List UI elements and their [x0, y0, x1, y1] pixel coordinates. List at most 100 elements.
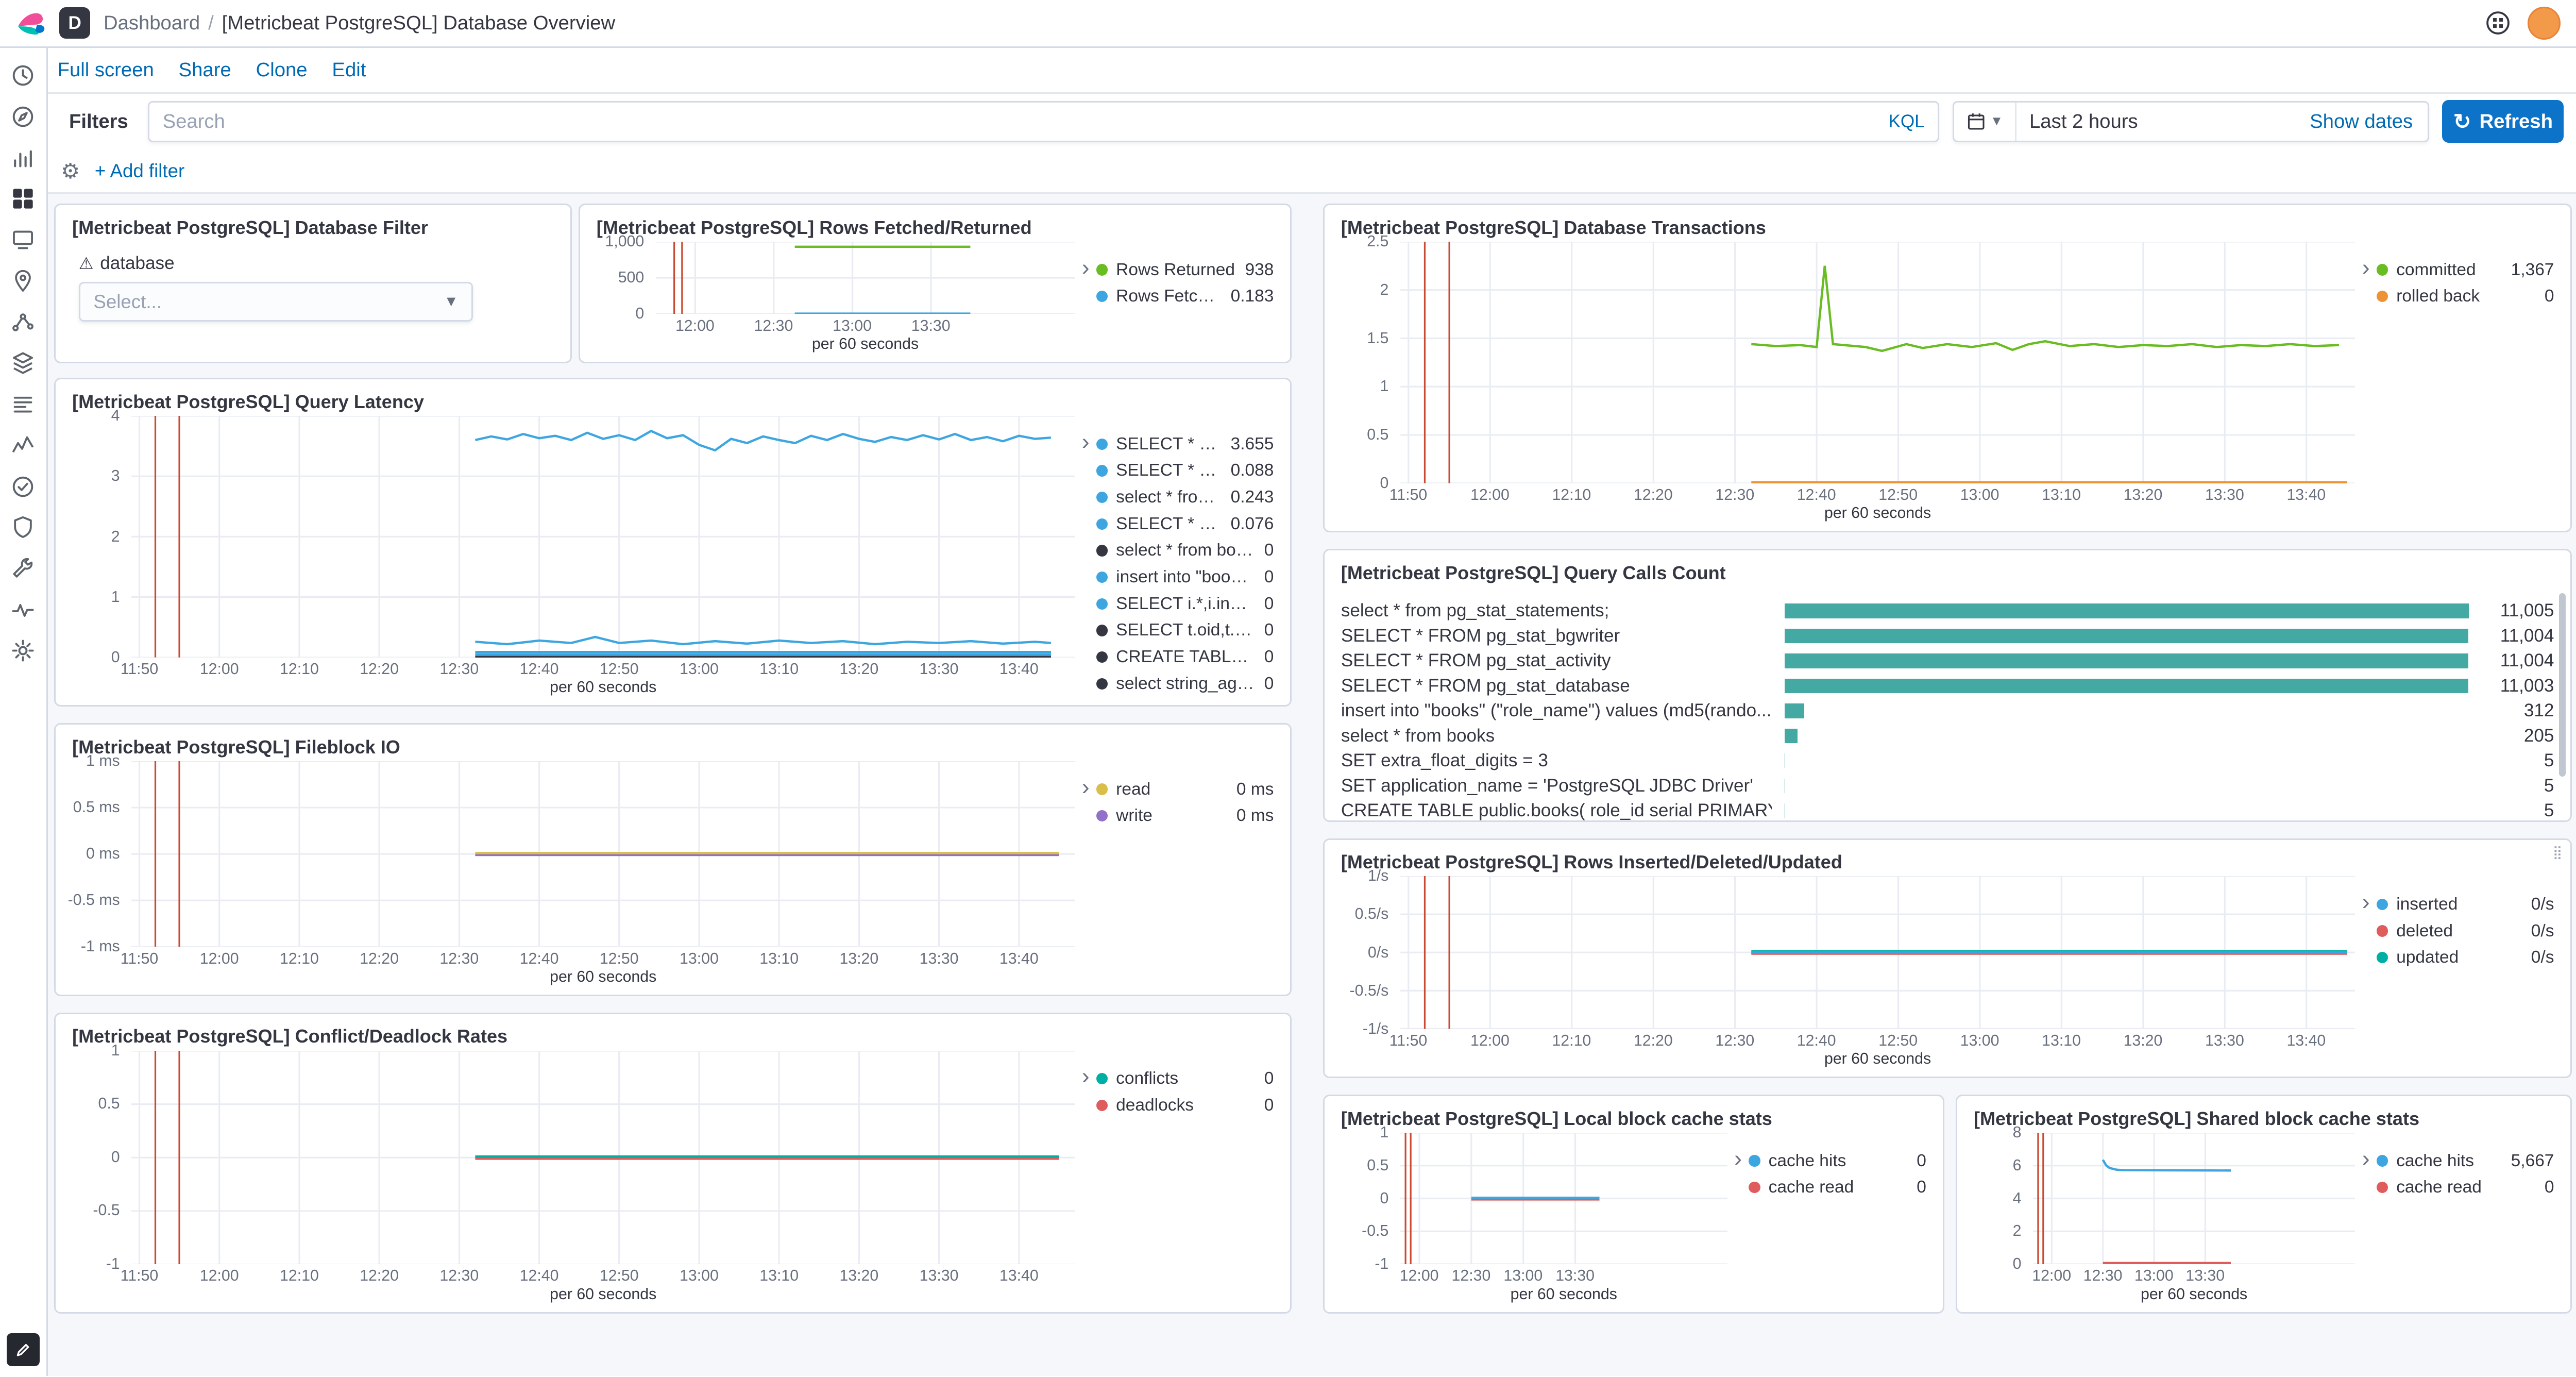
legend-item[interactable]: updated 0/s	[2376, 944, 2554, 971]
dock-navigation-icon[interactable]	[6, 1333, 40, 1366]
filter-settings-gear-icon[interactable]: ⚙	[61, 158, 80, 183]
panel-shared-block-cache-stats: [Metricbeat PostgreSQL] Shared block cac…	[1956, 1095, 2572, 1314]
legend-toggle-icon[interactable]: ›	[2362, 255, 2370, 280]
user-avatar[interactable]	[2528, 6, 2561, 40]
share-button[interactable]: Share	[178, 58, 231, 81]
uptime-icon[interactable]	[10, 474, 36, 500]
legend-item[interactable]: cache read 0	[2376, 1174, 2554, 1201]
legend-item[interactable]: deadlocks 0	[1096, 1092, 1274, 1119]
panel-fileblock-io: [Metricbeat PostgreSQL] Fileblock IO 1 m…	[54, 723, 1292, 996]
legend-item[interactable]: write 0 ms	[1096, 802, 1274, 829]
legend-item[interactable]: deleted 0/s	[2376, 918, 2554, 945]
conflict-deadlock-chart[interactable]: 1 0.5 0 -0.5 -1 11:50 12:00 12:10 12:20 12:30 12:…	[72, 1042, 1075, 1307]
legend-item[interactable]: SELECT * FROM... 0.088	[1096, 458, 1274, 484]
legend-toggle-icon[interactable]: ›	[1081, 429, 1090, 455]
legend-item[interactable]: SELECT * FROM... 3.655	[1096, 431, 1274, 458]
elastic-logo[interactable]	[16, 8, 46, 38]
refresh-button[interactable]: ↻ Refresh	[2442, 100, 2564, 143]
visualize-icon[interactable]	[10, 145, 36, 171]
panel-drag-handle[interactable]: ⣿	[2552, 845, 2564, 860]
x-tick-label: 13:10	[759, 950, 799, 967]
rows-idu-chart[interactable]: 1/s 0.5/s 0/s -0.5/s -1/s 11:50 12:00 12:10 12:…	[1341, 867, 2355, 1071]
panel-title[interactable]: [Metricbeat PostgreSQL] Shared block cac…	[1973, 1107, 2419, 1129]
dev-tools-icon[interactable]	[10, 556, 36, 582]
logs-icon[interactable]	[10, 391, 36, 417]
database-select[interactable]: Select... ▼	[78, 282, 473, 322]
add-filter-button[interactable]: + Add filter	[94, 160, 185, 181]
legend-item[interactable]: Rows Returned 938	[1096, 257, 1274, 283]
y-tick-label: 3	[111, 467, 120, 485]
legend-item[interactable]: select * from books 0	[1096, 538, 1274, 564]
apps-icon[interactable]	[2485, 10, 2511, 36]
rows-fetched-chart[interactable]: 1,000 500 0 12:00 12:30 13:00 13:30 per 60 se…	[597, 233, 1075, 357]
panel-title[interactable]: [Metricbeat PostgreSQL] Local block cach…	[1341, 1107, 1772, 1129]
kql-button[interactable]: KQL	[1888, 111, 1925, 131]
panel-title[interactable]: [Metricbeat PostgreSQL] Query Calls Coun…	[1341, 562, 1726, 583]
full-screen-button[interactable]: Full screen	[57, 58, 154, 81]
monitoring-icon[interactable]	[10, 597, 36, 623]
shared-cache-chart[interactable]: 8 6 4 2 0 12:00 12:30 13:00 13:30 per 60 second…	[1974, 1124, 2355, 1307]
legend-item[interactable]: insert into "books" ("... 0	[1096, 564, 1274, 591]
legend-item[interactable]: rolled back 0	[2376, 283, 2554, 310]
infrastructure-icon[interactable]	[10, 350, 36, 376]
management-gear-icon[interactable]	[10, 637, 36, 664]
fileblock-io-chart[interactable]: 1 ms 0.5 ms 0 ms -0.5 ms -1 ms 11:50 12:00 12:…	[68, 752, 1075, 989]
legend-item[interactable]: cache hits 0	[1749, 1148, 1926, 1174]
bar-label: SELECT * FROM pg_stat_activity	[1341, 650, 1611, 671]
local-cache-chart[interactable]: 1 0.5 0 -0.5 -1 12:00 12:30 13:00 13:30 per 60 …	[1341, 1124, 1727, 1307]
calendar-button[interactable]: ▼	[1954, 102, 2016, 141]
legend-item[interactable]: Rows Fetched 0.183	[1096, 283, 1274, 310]
legend-item[interactable]: committed 1,367	[2376, 257, 2554, 283]
legend-item[interactable]: cache hits 5,667	[2376, 1148, 2554, 1174]
bar-row: SELECT * FROM pg_stat_bgwriter 11,004	[1341, 624, 2554, 648]
discover-icon[interactable]	[10, 104, 36, 130]
siem-icon[interactable]	[10, 514, 36, 541]
panel-title[interactable]: [Metricbeat PostgreSQL] Database Filter	[72, 216, 428, 238]
maps-icon[interactable]	[10, 268, 36, 294]
legend-toggle-icon[interactable]: ›	[1081, 1064, 1090, 1089]
legend-item[interactable]: select string_agg(wo... 0	[1096, 670, 1274, 697]
legend-item[interactable]: SELECT t.oid,t.*,c.rel... 0	[1096, 617, 1274, 644]
series-label: select string_agg(wo...	[1116, 674, 1256, 693]
x-axis-label: per 60 seconds	[550, 968, 657, 985]
clone-button[interactable]: Clone	[256, 58, 308, 81]
legend-toggle-icon[interactable]: ›	[2362, 889, 2370, 915]
recently-viewed-icon[interactable]	[10, 62, 36, 89]
legend-item[interactable]: CREATE TABLE publi... 0	[1096, 644, 1274, 670]
edit-button[interactable]: Edit	[332, 58, 366, 81]
legend-toggle-icon[interactable]: ›	[2362, 1146, 2370, 1171]
machine-learning-icon[interactable]	[10, 309, 36, 335]
breadcrumb-separator: /	[208, 11, 214, 34]
query-latency-chart[interactable]: 4 3 2 1 0 11:50 12:00 12:10 12:20 12:30 12:40 12:5…	[72, 407, 1075, 700]
panel-title[interactable]: [Metricbeat PostgreSQL] Database Transac…	[1341, 216, 1766, 238]
canvas-icon[interactable]	[10, 227, 36, 253]
panel-title[interactable]: [Metricbeat PostgreSQL] Query Latency	[72, 391, 424, 412]
show-dates-button[interactable]: Show dates	[2310, 110, 2413, 132]
legend-item[interactable]: SELECT * FROM... 0.076	[1096, 511, 1274, 538]
y-tick-label: -1	[1375, 1255, 1389, 1273]
time-range-label[interactable]: Last 2 hours	[2029, 110, 2138, 132]
legend-item[interactable]: cache read 0	[1749, 1174, 1926, 1201]
filters-button[interactable]: Filters	[69, 110, 128, 132]
transactions-chart[interactable]: 2.5 2 1.5 1 0.5 0 11:50 12:00 12:10 12:20 12:30 12…	[1341, 233, 2355, 526]
legend-toggle-icon[interactable]: ›	[1081, 774, 1090, 800]
panel-title[interactable]: [Metricbeat PostgreSQL] Rows Inserted/De…	[1341, 851, 1842, 872]
legend-item[interactable]: select * from pg... 0.243	[1096, 484, 1274, 511]
panel-title[interactable]: [Metricbeat PostgreSQL] Conflict/Deadloc…	[72, 1026, 508, 1047]
legend-item[interactable]: conflicts 0	[1096, 1065, 1274, 1092]
legend-toggle-icon[interactable]: ›	[1734, 1146, 1742, 1171]
breadcrumb-dashboard[interactable]: Dashboard	[103, 11, 200, 34]
legend-toggle-icon[interactable]: ›	[1081, 255, 1090, 280]
legend-item[interactable]: read 0 ms	[1096, 776, 1274, 803]
panel-scrollbar[interactable]	[2559, 593, 2566, 777]
panel-title[interactable]: [Metricbeat PostgreSQL] Rows Fetched/Ret…	[596, 216, 1032, 238]
apm-icon[interactable]	[10, 432, 36, 459]
bar	[1785, 703, 2468, 718]
legend-item[interactable]: inserted 0/s	[2376, 891, 2554, 918]
dashboard-icon[interactable]	[10, 186, 36, 212]
legend-item[interactable]: SELECT i.*,i.indkey a... 0	[1096, 591, 1274, 617]
query-calls-bars[interactable]: select * from pg_stat_statements; 11,005 S…	[1341, 587, 2554, 820]
search-input[interactable]	[162, 110, 1875, 133]
x-tick-label: 13:10	[2042, 486, 2081, 504]
panel-title[interactable]: [Metricbeat PostgreSQL] Fileblock IO	[72, 736, 400, 758]
